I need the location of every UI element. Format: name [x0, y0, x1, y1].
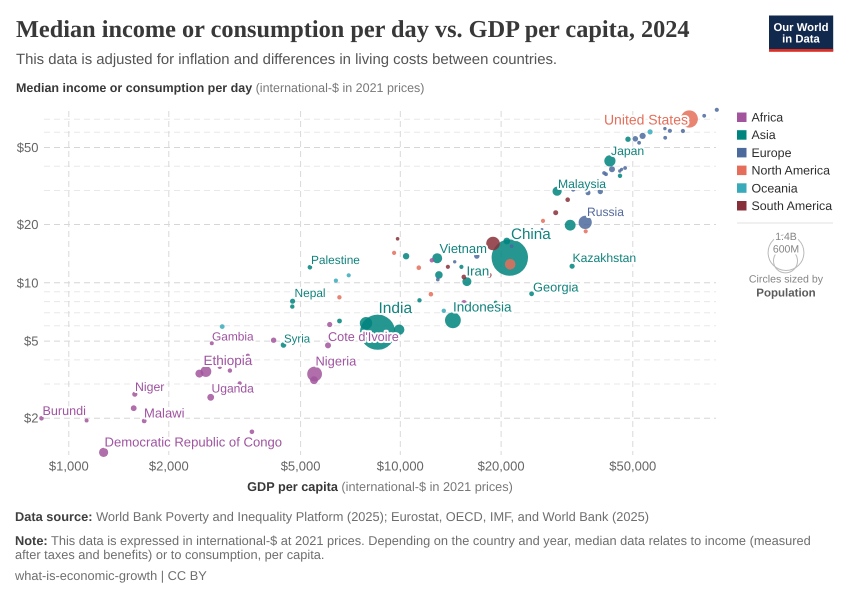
- svg-text:Data source: World Bank Povert: Data source: World Bank Poverty and Ineq…: [15, 509, 649, 524]
- svg-text:Vietnam: Vietnam: [440, 241, 487, 256]
- svg-text:Japan: Japan: [611, 144, 644, 158]
- svg-text:Indonesia: Indonesia: [453, 299, 512, 314]
- svg-text:$5,000: $5,000: [281, 459, 321, 474]
- svg-text:Ethiopia: Ethiopia: [204, 353, 253, 368]
- svg-text:Uganda: Uganda: [212, 381, 255, 395]
- svg-text:Syria: Syria: [284, 334, 311, 346]
- svg-text:Burundi: Burundi: [43, 404, 86, 418]
- svg-text:India: India: [379, 300, 413, 317]
- svg-text:North America: North America: [752, 164, 831, 178]
- svg-text:$5: $5: [24, 334, 38, 349]
- svg-text:$2,000: $2,000: [149, 459, 189, 474]
- svg-text:1.4B: 1.4B: [775, 231, 797, 243]
- svg-text:Iran: Iran: [467, 263, 490, 278]
- svg-text:China: China: [511, 226, 551, 243]
- svg-text:Note: This data is expressed i: Note: This data is expressed in internat…: [15, 533, 811, 548]
- svg-text:Circles sized by: Circles sized by: [749, 274, 824, 286]
- svg-text:$10,000: $10,000: [377, 459, 424, 474]
- svg-text:$50: $50: [17, 140, 39, 155]
- svg-text:after taxes and benefits) or t: after taxes and benefits) or to consumpt…: [15, 547, 324, 562]
- svg-text:Palestine: Palestine: [311, 253, 360, 267]
- svg-text:$10: $10: [17, 275, 39, 290]
- svg-text:Median income or consumption p: Median income or consumption per day vs.…: [16, 16, 690, 43]
- svg-text:what-is-economic-growth | CC B: what-is-economic-growth | CC BY: [14, 568, 207, 583]
- svg-text:$20,000: $20,000: [478, 459, 525, 474]
- svg-text:Nepal: Nepal: [295, 286, 326, 300]
- svg-text:Population: Population: [756, 288, 815, 300]
- svg-text:Kazakhstan: Kazakhstan: [573, 251, 637, 265]
- svg-text:Russia: Russia: [587, 205, 624, 219]
- svg-text:Georgia: Georgia: [533, 280, 579, 295]
- svg-text:600M: 600M: [773, 243, 799, 255]
- svg-text:GDP per capita (international-: GDP per capita (international-$ in 2021 …: [247, 480, 513, 494]
- svg-text:Median income or consumption p: Median income or consumption per day (in…: [16, 81, 424, 95]
- svg-text:United States: United States: [604, 112, 688, 128]
- svg-text:in Data: in Data: [782, 34, 820, 46]
- svg-text:Democratic Republic of Congo: Democratic Republic of Congo: [105, 435, 283, 450]
- svg-text:$50,000: $50,000: [609, 459, 656, 474]
- svg-text:Africa: Africa: [752, 111, 784, 125]
- svg-text:Gambia: Gambia: [212, 330, 254, 344]
- svg-text:Oceania: Oceania: [752, 181, 798, 195]
- svg-text:South America: South America: [752, 199, 833, 213]
- svg-text:$2: $2: [24, 411, 38, 426]
- svg-text:Our World: Our World: [773, 22, 828, 34]
- svg-text:Cote d'Ivoire: Cote d'Ivoire: [328, 330, 399, 344]
- svg-text:Malawi: Malawi: [144, 405, 185, 420]
- svg-text:$20: $20: [17, 217, 39, 232]
- svg-text:This data is adjusted for infl: This data is adjusted for inflation and …: [16, 52, 557, 68]
- svg-text:Malaysia: Malaysia: [558, 177, 606, 191]
- svg-text:Niger: Niger: [135, 380, 164, 394]
- svg-text:$1,000: $1,000: [49, 459, 89, 474]
- svg-text:Nigeria: Nigeria: [316, 353, 358, 368]
- svg-text:Asia: Asia: [752, 128, 776, 142]
- svg-text:Europe: Europe: [752, 146, 792, 160]
